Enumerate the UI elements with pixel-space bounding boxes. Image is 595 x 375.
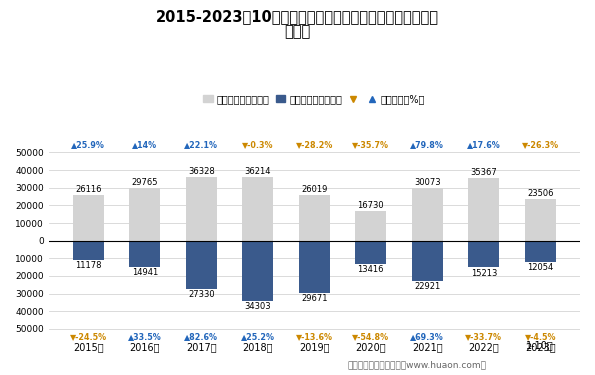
Bar bbox=[242, 177, 273, 241]
Text: ▼-35.7%: ▼-35.7% bbox=[352, 140, 389, 149]
Text: 34303: 34303 bbox=[245, 302, 271, 311]
Bar bbox=[129, 241, 160, 267]
Bar bbox=[129, 188, 160, 241]
Text: 统计图: 统计图 bbox=[284, 24, 311, 39]
Bar bbox=[355, 241, 386, 264]
Text: ▼-13.6%: ▼-13.6% bbox=[296, 332, 333, 341]
Text: 11178: 11178 bbox=[75, 261, 102, 270]
Text: 29765: 29765 bbox=[131, 178, 158, 187]
Text: ▲25.2%: ▲25.2% bbox=[241, 332, 275, 341]
Text: ▼-24.5%: ▼-24.5% bbox=[70, 332, 107, 341]
Text: 14941: 14941 bbox=[131, 268, 158, 277]
Text: ▼-28.2%: ▼-28.2% bbox=[296, 140, 333, 149]
Bar bbox=[186, 177, 217, 241]
Text: ▲25.9%: ▲25.9% bbox=[71, 140, 105, 149]
Bar bbox=[299, 195, 330, 241]
Text: 22921: 22921 bbox=[414, 282, 440, 291]
Text: 2015-2023年10月宁夏回族自治区外商投资企业进、出口额: 2015-2023年10月宁夏回族自治区外商投资企业进、出口额 bbox=[156, 9, 439, 24]
Text: ▲33.5%: ▲33.5% bbox=[128, 332, 162, 341]
Bar bbox=[73, 195, 104, 241]
Text: 30073: 30073 bbox=[414, 177, 441, 186]
Text: 36328: 36328 bbox=[188, 166, 215, 176]
Text: 36214: 36214 bbox=[245, 167, 271, 176]
Text: 27330: 27330 bbox=[188, 290, 215, 299]
Bar bbox=[242, 241, 273, 301]
Legend: 出口总额（万美元）, 进口总额（万美元）, , 同比增速（%）: 出口总额（万美元）, 进口总额（万美元）, , 同比增速（%） bbox=[199, 90, 429, 108]
Text: 23506: 23506 bbox=[527, 189, 553, 198]
Text: ▲79.8%: ▲79.8% bbox=[411, 140, 444, 149]
Text: 16730: 16730 bbox=[358, 201, 384, 210]
Text: ▼-54.8%: ▼-54.8% bbox=[352, 332, 389, 341]
Bar bbox=[412, 241, 443, 281]
Text: ▲22.1%: ▲22.1% bbox=[184, 140, 218, 149]
Text: 1-10月: 1-10月 bbox=[527, 340, 554, 350]
Text: 35367: 35367 bbox=[471, 168, 497, 177]
Bar bbox=[468, 178, 499, 241]
Text: ▲69.3%: ▲69.3% bbox=[411, 332, 444, 341]
Bar bbox=[73, 241, 104, 260]
Text: 26019: 26019 bbox=[301, 185, 327, 194]
Bar bbox=[299, 241, 330, 293]
Bar bbox=[186, 241, 217, 289]
Text: ▲14%: ▲14% bbox=[132, 140, 157, 149]
Text: 15213: 15213 bbox=[471, 268, 497, 278]
Text: ▼-33.7%: ▼-33.7% bbox=[465, 332, 502, 341]
Text: 12054: 12054 bbox=[527, 263, 553, 272]
Bar bbox=[412, 188, 443, 241]
Text: ▲82.6%: ▲82.6% bbox=[184, 332, 218, 341]
Text: ▼-4.5%: ▼-4.5% bbox=[525, 332, 556, 341]
Text: 29671: 29671 bbox=[301, 294, 328, 303]
Bar bbox=[525, 199, 556, 241]
Text: ▼-0.3%: ▼-0.3% bbox=[242, 140, 274, 149]
Text: 13416: 13416 bbox=[358, 266, 384, 274]
Text: 制图：华经产业研究院（www.huaon.com）: 制图：华经产业研究院（www.huaon.com） bbox=[347, 360, 486, 369]
Bar bbox=[468, 241, 499, 267]
Text: ▼-26.3%: ▼-26.3% bbox=[522, 140, 559, 149]
Text: 26116: 26116 bbox=[75, 184, 102, 194]
Text: ▲17.6%: ▲17.6% bbox=[467, 140, 500, 149]
Bar bbox=[355, 211, 386, 241]
Bar bbox=[525, 241, 556, 262]
